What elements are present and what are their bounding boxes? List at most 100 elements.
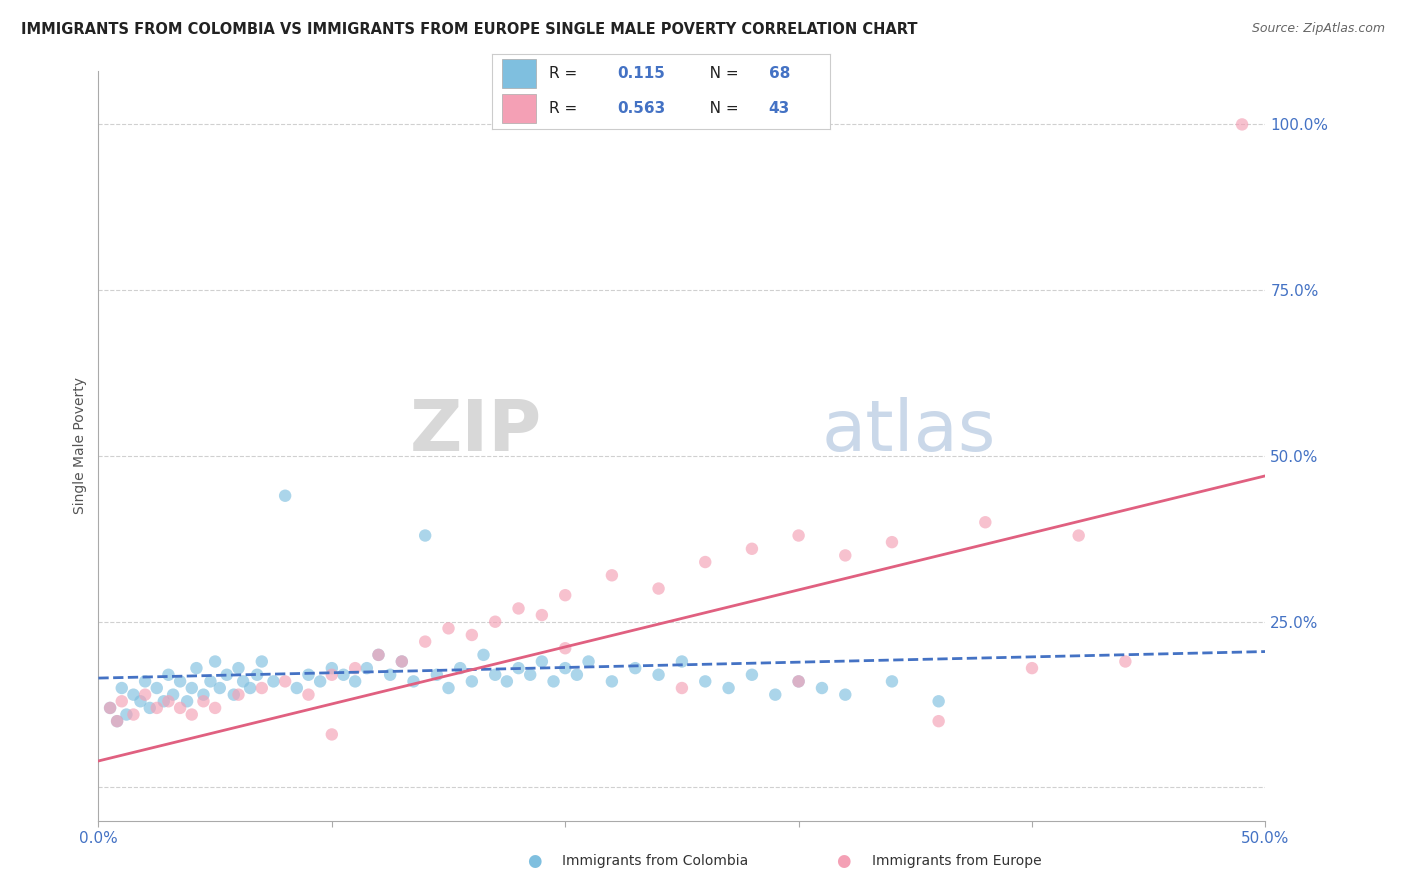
Text: N =: N = — [695, 66, 742, 81]
Point — [186, 661, 208, 675]
Point — [600, 674, 623, 689]
Point — [169, 701, 191, 715]
Point — [239, 681, 262, 695]
Point — [880, 674, 903, 689]
Point — [413, 634, 436, 648]
Point — [321, 661, 343, 675]
Point — [484, 667, 506, 681]
Text: ZIP: ZIP — [409, 397, 541, 466]
Point — [530, 655, 553, 669]
Point — [105, 714, 128, 728]
Point — [413, 528, 436, 542]
Point — [647, 582, 669, 596]
Point — [129, 694, 152, 708]
Point — [496, 674, 519, 689]
Point — [426, 667, 449, 681]
Point — [157, 694, 180, 708]
Point — [152, 694, 174, 708]
Point — [232, 674, 254, 689]
Point — [1067, 528, 1090, 542]
Point — [565, 667, 588, 681]
Point — [1230, 117, 1253, 131]
Point — [695, 674, 717, 689]
Point — [111, 681, 134, 695]
Point — [624, 661, 647, 675]
Point — [98, 701, 121, 715]
Point — [437, 681, 460, 695]
Point — [1021, 661, 1043, 675]
Point — [928, 694, 950, 708]
Point — [554, 661, 576, 675]
Point — [162, 688, 184, 702]
Point — [695, 555, 717, 569]
Point — [146, 701, 169, 715]
Point — [974, 515, 997, 529]
Point — [204, 701, 226, 715]
Point — [297, 667, 319, 681]
Point — [880, 535, 903, 549]
Point — [402, 674, 425, 689]
Point — [193, 694, 215, 708]
Point — [437, 621, 460, 635]
Point — [344, 674, 367, 689]
Point — [274, 489, 297, 503]
Point — [600, 568, 623, 582]
Point — [309, 674, 332, 689]
Point — [193, 688, 215, 702]
Point — [741, 667, 763, 681]
Point — [297, 688, 319, 702]
Point — [321, 667, 343, 681]
Point — [741, 541, 763, 556]
Point — [367, 648, 389, 662]
Text: ●: ● — [527, 852, 541, 870]
Point — [122, 688, 145, 702]
Point — [285, 681, 308, 695]
Point — [763, 688, 786, 702]
Point — [508, 601, 530, 615]
Point — [543, 674, 565, 689]
Point — [391, 655, 413, 669]
Point — [246, 667, 269, 681]
Point — [1114, 655, 1136, 669]
Point — [176, 694, 198, 708]
Point — [367, 648, 389, 662]
Point — [111, 694, 134, 708]
Text: ●: ● — [837, 852, 851, 870]
FancyBboxPatch shape — [502, 95, 536, 123]
Point — [115, 707, 138, 722]
Point — [250, 681, 273, 695]
Point — [834, 688, 856, 702]
Text: Source: ZipAtlas.com: Source: ZipAtlas.com — [1251, 22, 1385, 36]
Point — [391, 655, 413, 669]
Point — [380, 667, 402, 681]
Point — [105, 714, 128, 728]
Point — [180, 707, 202, 722]
Point — [134, 688, 156, 702]
Point — [787, 674, 810, 689]
Point — [554, 641, 576, 656]
Point — [647, 667, 669, 681]
Point — [262, 674, 284, 689]
Point — [204, 655, 226, 669]
Point — [449, 661, 471, 675]
Point — [530, 608, 553, 623]
FancyBboxPatch shape — [502, 59, 536, 87]
Point — [228, 688, 250, 702]
Text: 0.115: 0.115 — [617, 66, 665, 81]
Point — [274, 674, 297, 689]
Point — [461, 674, 484, 689]
Point — [461, 628, 484, 642]
Text: N =: N = — [695, 102, 742, 116]
Point — [146, 681, 169, 695]
Point — [134, 674, 156, 689]
Text: 0.563: 0.563 — [617, 102, 665, 116]
Point — [671, 681, 693, 695]
Point — [519, 667, 541, 681]
Point — [122, 707, 145, 722]
Text: 43: 43 — [769, 102, 790, 116]
Point — [169, 674, 191, 689]
Point — [671, 655, 693, 669]
Text: Immigrants from Colombia: Immigrants from Colombia — [562, 854, 748, 868]
Point — [215, 667, 238, 681]
Point — [811, 681, 834, 695]
